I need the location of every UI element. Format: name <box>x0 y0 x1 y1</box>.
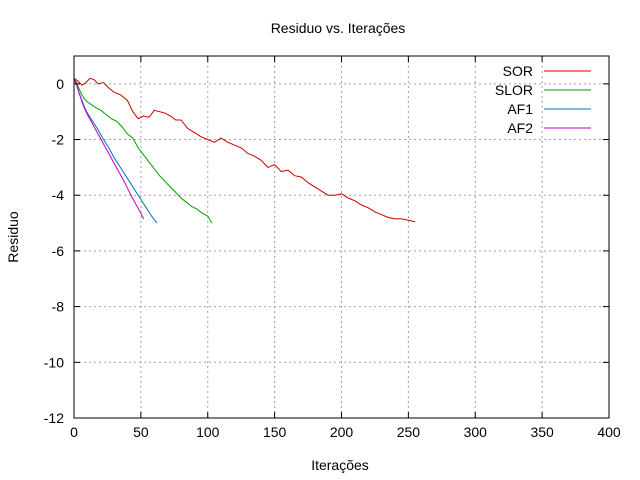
legend-label: SOR <box>503 63 533 79</box>
x-tick-label: 350 <box>530 424 554 440</box>
x-tick-label: 300 <box>464 424 488 440</box>
legend-label: AF2 <box>507 120 533 136</box>
grid <box>74 56 609 418</box>
chart-title: Residuo vs. Iterações <box>271 20 406 36</box>
legend-label: SLOR <box>495 82 533 98</box>
x-tick-label: 200 <box>330 424 354 440</box>
x-tick-label: 50 <box>133 424 149 440</box>
y-tick-label: -8 <box>52 299 65 315</box>
x-tick-label: 150 <box>263 424 287 440</box>
series-lines <box>73 77 416 224</box>
series-line-slor <box>73 78 213 224</box>
series-line-af2 <box>73 78 145 220</box>
legend-label: AF1 <box>507 101 533 117</box>
y-tick-label: -6 <box>52 243 65 259</box>
y-tick-label: -10 <box>44 354 64 370</box>
y-tick-label: -4 <box>52 187 65 203</box>
series-line-sor <box>73 77 416 223</box>
x-tick-label: 100 <box>196 424 220 440</box>
x-tick-label: 0 <box>70 424 78 440</box>
x-axis-label: Iterações <box>311 457 369 473</box>
legend: SOR SLOR AF1 AF2 <box>495 63 591 136</box>
axis-ticks: 0 50 100 150 200 250 300 350 400 0 -2 -4 -6 -8 -10 -12 <box>44 56 621 440</box>
y-tick-label: -2 <box>52 132 65 148</box>
x-tick-label: 250 <box>397 424 421 440</box>
y-tick-label: -12 <box>44 410 64 426</box>
y-tick-label: 0 <box>56 76 64 92</box>
x-tick-label: 400 <box>597 424 621 440</box>
y-axis-label: Residuo <box>5 211 21 263</box>
